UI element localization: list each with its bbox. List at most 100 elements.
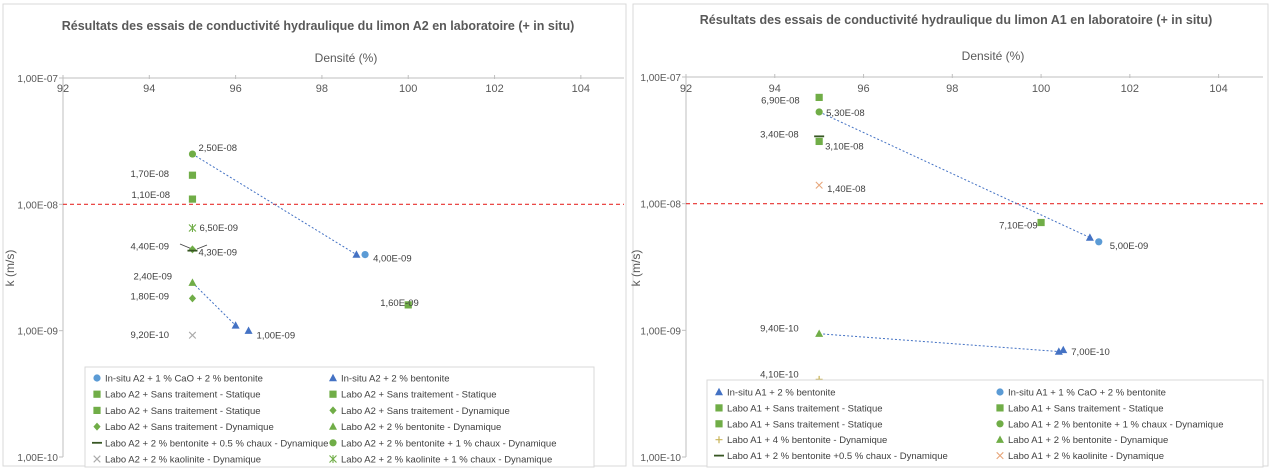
x-tick-label: 102 xyxy=(485,83,503,95)
x-tick-label: 94 xyxy=(143,83,155,95)
y-tick-label: 1,00E-09 xyxy=(640,326,681,337)
legend-marker xyxy=(715,420,723,428)
y-axis-title: k (m/s) xyxy=(3,250,17,287)
legend-item: Labo A1 + 4 % bentonite - Dynamique xyxy=(715,435,887,446)
data-point xyxy=(1095,238,1103,246)
legend-marker xyxy=(996,388,1004,396)
legend-label: Labo A1 + Sans traitement - Statique xyxy=(727,419,883,430)
data-point xyxy=(815,108,823,116)
legend-item: Labo A1 + 2 % bentonite +0.5 % chaux - D… xyxy=(714,451,948,462)
legend-item: In-situ A2 + 2 % bentonite xyxy=(329,374,450,385)
legend-marker xyxy=(715,404,723,412)
y-axis-title: k (m/s) xyxy=(629,250,643,287)
x-tick-label: 104 xyxy=(1209,83,1227,95)
legend-marker xyxy=(93,455,101,463)
data-point xyxy=(188,223,197,232)
legend-label: In-situ A2 + 1 % CaO + 2 % bentonite xyxy=(105,374,263,385)
x-tick-label: 92 xyxy=(57,83,69,95)
legend-label: Labo A2 + Sans traitement - Dynamique xyxy=(105,422,274,433)
data-label: 4,40E-09 xyxy=(130,241,169,252)
data-point xyxy=(815,329,824,337)
legend-label: Labo A1 + 2 % bentonite +0.5 % chaux - D… xyxy=(727,451,948,462)
data-label: 3,40E-08 xyxy=(760,129,799,140)
trend-line xyxy=(818,111,1091,239)
data-point xyxy=(188,245,197,254)
data-point xyxy=(244,326,253,334)
data-label: 6,50E-09 xyxy=(199,223,238,234)
legend-marker xyxy=(996,404,1004,412)
y-tick-label: 1,00E-08 xyxy=(17,200,58,211)
trend-line xyxy=(192,282,236,326)
data-label: 1,40E-08 xyxy=(827,184,866,195)
legend-marker xyxy=(329,422,337,430)
data-label: 1,70E-08 xyxy=(130,169,169,180)
legend-item: In-situ A1 + 1 % CaO + 2 % bentonite xyxy=(996,388,1166,399)
legend-item: Labo A2 + 2 % kaolinite + 1 % chaux - Dy… xyxy=(329,455,552,466)
legend-label: Labo A2 + 2 % bentonite + 0.5 % chaux - … xyxy=(105,438,328,449)
legend-item: Labo A1 + Sans traitement - Statique xyxy=(715,403,883,414)
legend-item: Labo A1 + 2 % bentonite + 1 % chaux - Dy… xyxy=(996,419,1223,430)
legend-label: Labo A1 + Sans traitement - Statique xyxy=(1008,403,1164,414)
data-point xyxy=(188,331,197,339)
legend-item: Labo A1 + 2 % kaolinite - Dynamique xyxy=(996,451,1164,462)
legend-box xyxy=(84,366,595,468)
data-label: 7,10E-09 xyxy=(999,221,1038,232)
legend-item: Labo A2 + Sans traitement - Statique xyxy=(93,406,261,417)
x-tick-label: 104 xyxy=(572,83,590,95)
x-axis-title: Densité (%) xyxy=(315,51,378,65)
x-tick-label: 98 xyxy=(316,83,328,95)
y-tick-label: 1,00E-07 xyxy=(640,73,681,84)
legend-marker xyxy=(93,406,101,414)
legend-item: Labo A2 + Sans traitement - Statique xyxy=(93,390,261,401)
legend-marker xyxy=(93,390,101,398)
legend-marker xyxy=(329,373,337,382)
trend-line xyxy=(819,333,1059,353)
legend-item: Labo A2 + 2 % bentonite + 0.5 % chaux - … xyxy=(92,438,328,449)
legend-marker xyxy=(996,451,1004,460)
data-label: 4,30E-09 xyxy=(198,248,237,259)
data-label: 5,30E-08 xyxy=(826,108,865,119)
data-point xyxy=(1085,233,1094,241)
legend-label: Labo A1 + 2 % bentonite + 1 % chaux - Dy… xyxy=(1008,419,1223,430)
chart-a2: Résultats des essais de conductivité hyd… xyxy=(2,3,627,468)
data-label: 3,10E-08 xyxy=(825,141,864,152)
legend-label: Labo A2 + 2 % bentonite + 1 % chaux - Dy… xyxy=(341,438,556,449)
x-tick-label: 92 xyxy=(680,83,692,95)
legend-label: In-situ A1 + 1 % CaO + 2 % bentonite xyxy=(1008,388,1166,399)
legend-item: Labo A2 + 2 % kaolinite - Dynamique xyxy=(93,455,261,466)
chart-title: Résultats des essais de conductivité hyd… xyxy=(700,13,1213,27)
legend-label: Labo A2 + 2 % kaolinite - Dynamique xyxy=(105,455,261,466)
legend-marker xyxy=(329,455,337,463)
x-tick-label: 96 xyxy=(229,83,241,95)
data-label: 4,00E-09 xyxy=(373,254,412,265)
data-point xyxy=(815,137,823,146)
x-tick-label: 96 xyxy=(857,83,869,95)
y-tick-label: 1,00E-10 xyxy=(640,453,681,464)
data-point xyxy=(1037,218,1045,227)
x-tick-label: 98 xyxy=(946,83,958,95)
data-point xyxy=(188,195,197,203)
legend-label: In-situ A2 + 2 % bentonite xyxy=(341,374,450,385)
legend-item: Labo A1 + Sans traitement - Statique xyxy=(996,403,1164,414)
data-point xyxy=(188,171,197,179)
x-tick-label: 100 xyxy=(1032,83,1050,95)
legend-item: Labo A2 + Sans traitement - Statique xyxy=(329,390,497,401)
legend-marker xyxy=(93,374,101,382)
legend-item: Labo A1 + Sans traitement - Statique xyxy=(715,419,883,430)
data-label: 2,40E-09 xyxy=(133,272,172,283)
legend-label: Labo A2 + Sans traitement - Dynamique xyxy=(341,406,510,417)
data-label: 4,10E-10 xyxy=(760,369,799,380)
legend-marker xyxy=(329,439,337,447)
data-label: 9,20E-10 xyxy=(130,330,169,341)
x-tick-label: 94 xyxy=(769,83,781,95)
legend-label: Labo A2 + Sans traitement - Statique xyxy=(105,390,261,401)
chart-title: Résultats des essais de conductivité hyd… xyxy=(62,19,575,33)
legend-marker xyxy=(996,420,1004,428)
y-tick-label: 1,00E-08 xyxy=(640,200,681,211)
data-label: 6,90E-08 xyxy=(761,95,800,106)
data-point xyxy=(352,250,361,258)
data-point xyxy=(231,321,240,329)
data-point xyxy=(188,150,197,158)
legend-item: Labo A2 + Sans traitement - Dynamique xyxy=(93,422,274,433)
